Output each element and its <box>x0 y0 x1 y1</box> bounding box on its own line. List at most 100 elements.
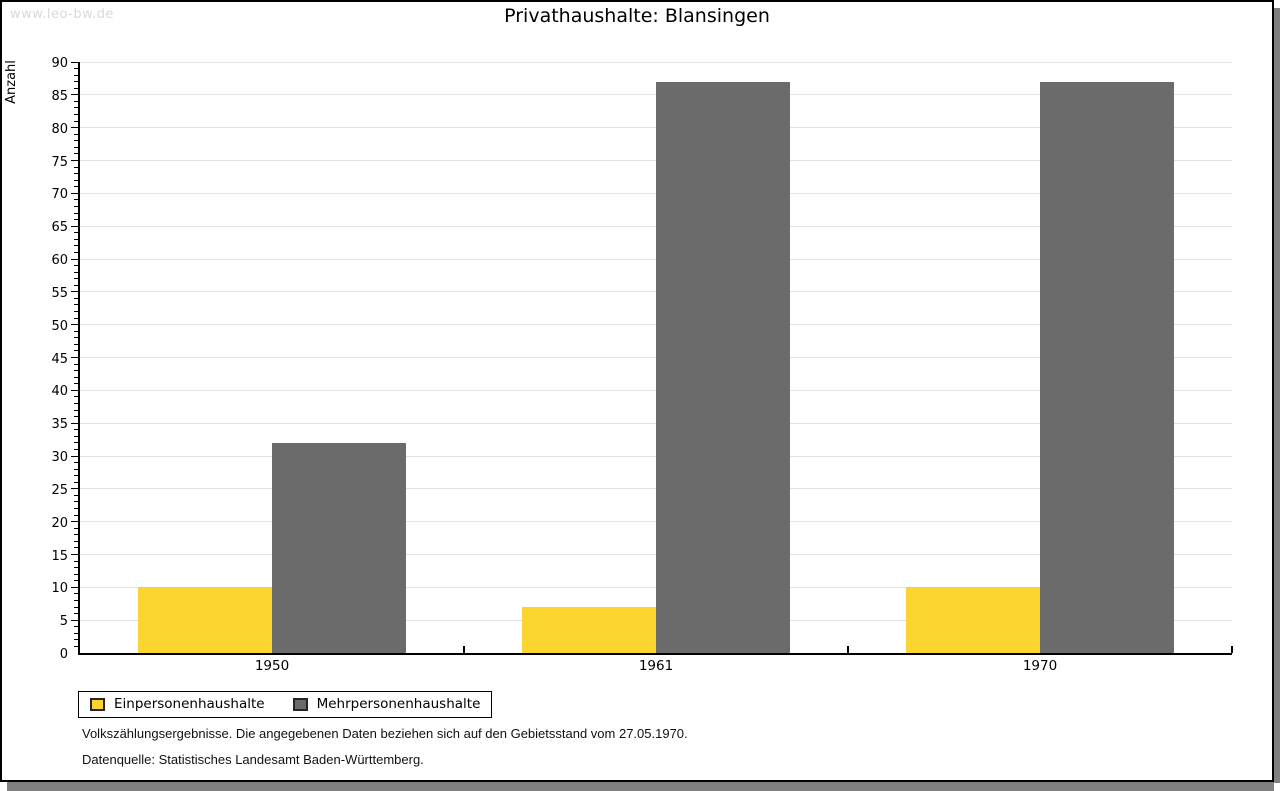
y-major-tick <box>71 389 78 391</box>
x-axis-line <box>78 653 1232 655</box>
y-tick-label: 5 <box>59 614 68 630</box>
y-tick-label: 10 <box>51 581 68 597</box>
y-tick-label: 65 <box>51 220 68 236</box>
y-minor-tick <box>74 639 78 641</box>
footnote-line2: Datenquelle: Statistisches Landesamt Bad… <box>82 752 424 767</box>
y-tick-label: 80 <box>51 121 68 137</box>
y-major-tick <box>71 422 78 424</box>
y-major-tick <box>71 225 78 227</box>
y-minor-tick <box>74 527 78 529</box>
y-tick-label: 60 <box>51 253 68 268</box>
y-major-tick <box>71 521 78 523</box>
bar <box>656 81 790 653</box>
y-minor-tick <box>74 416 78 418</box>
y-minor-tick <box>74 402 78 404</box>
y-tick-label: 50 <box>51 318 68 334</box>
y-major-tick <box>71 455 78 457</box>
y-minor-tick <box>74 166 78 168</box>
y-major-tick <box>71 488 78 490</box>
y-minor-tick <box>74 409 78 411</box>
y-minor-tick <box>74 120 78 122</box>
y-minor-tick <box>74 317 78 319</box>
y-axis-title: Anzahl <box>4 60 19 104</box>
y-major-tick <box>71 160 78 161</box>
y-minor-tick <box>74 100 78 102</box>
y-major-tick <box>71 324 78 326</box>
y-minor-tick <box>74 179 78 181</box>
y-major-tick <box>71 192 78 194</box>
y-minor-tick <box>74 330 78 332</box>
y-minor-tick <box>74 396 78 398</box>
y-minor-tick <box>74 370 78 372</box>
y-minor-tick <box>74 199 78 201</box>
bar <box>272 442 406 653</box>
y-minor-tick <box>74 238 78 240</box>
y-minor-tick <box>74 514 78 516</box>
y-minor-tick <box>74 573 78 575</box>
y-minor-tick <box>74 173 78 175</box>
bar <box>906 587 1040 653</box>
y-major-tick <box>71 127 78 129</box>
y-minor-tick <box>74 87 78 89</box>
y-minor-tick <box>74 626 78 628</box>
y-major-tick <box>71 258 78 260</box>
y-minor-tick <box>74 350 78 352</box>
y-tick-label: 30 <box>51 450 68 465</box>
frame-shadow-right <box>1274 8 1280 783</box>
y-minor-tick <box>74 186 78 188</box>
watermark: www.leo-bw.de <box>10 7 114 22</box>
gridline <box>80 61 1232 63</box>
y-major-tick <box>71 586 78 588</box>
y-minor-tick <box>74 593 78 595</box>
y-minor-tick <box>74 435 78 437</box>
y-minor-tick <box>74 68 78 70</box>
y-minor-tick <box>74 265 78 267</box>
plot-area: 0 5 10 15 20 25 30 35 40 45 50 55 60 65 70 75 80 85 90 1950… <box>51 56 1233 674</box>
y-minor-tick <box>74 251 78 253</box>
x-category-label: 1950 <box>254 658 290 674</box>
y-minor-tick <box>74 475 78 477</box>
y-minor-tick <box>74 107 78 109</box>
y-minor-tick <box>74 606 78 608</box>
y-minor-tick <box>74 245 78 247</box>
y-tick-label: 20 <box>51 515 68 531</box>
y-minor-tick <box>74 645 78 647</box>
y-minor-tick <box>74 363 78 365</box>
y-minor-tick <box>74 146 78 148</box>
y-minor-tick <box>74 284 78 286</box>
x-category-label: 1970 <box>1022 658 1058 674</box>
frame-shadow-bottom <box>7 782 1274 791</box>
y-tick-label: 40 <box>51 384 68 400</box>
y-minor-tick <box>74 580 78 582</box>
y-minor-tick <box>74 534 78 536</box>
y-tick-label: 15 <box>51 548 68 564</box>
y-minor-tick <box>74 501 78 503</box>
y-minor-tick <box>74 297 78 299</box>
x-category-label: 1961 <box>638 658 674 674</box>
y-minor-tick <box>74 271 78 273</box>
x-boundary-tick <box>846 646 849 653</box>
bar <box>1040 81 1174 653</box>
y-major-tick <box>71 554 78 555</box>
y-minor-tick <box>74 304 78 306</box>
legend-item-einpersonenhaushalte: Einpersonenhaushalte <box>90 696 265 712</box>
y-tick-label: 90 <box>51 56 68 71</box>
y-major-tick <box>71 291 78 293</box>
y-major-tick <box>71 94 78 96</box>
y-minor-tick <box>74 140 78 142</box>
legend-swatch-yellow <box>90 697 105 711</box>
page-title: Privathaushalte: Blansingen <box>504 5 770 27</box>
footnote-line1: Volkszählungsergebnisse. Die angegebenen… <box>82 726 688 741</box>
y-tick-label: 25 <box>51 482 68 498</box>
legend-label: Einpersonenhaushalte <box>114 696 265 712</box>
y-minor-tick <box>74 383 78 385</box>
y-minor-tick <box>74 205 78 207</box>
y-minor-tick <box>74 481 78 483</box>
bar <box>522 607 656 653</box>
y-major-tick <box>71 619 78 621</box>
y-minor-tick <box>74 429 78 431</box>
y-minor-tick <box>74 81 78 83</box>
y-tick-label: 45 <box>51 351 68 367</box>
